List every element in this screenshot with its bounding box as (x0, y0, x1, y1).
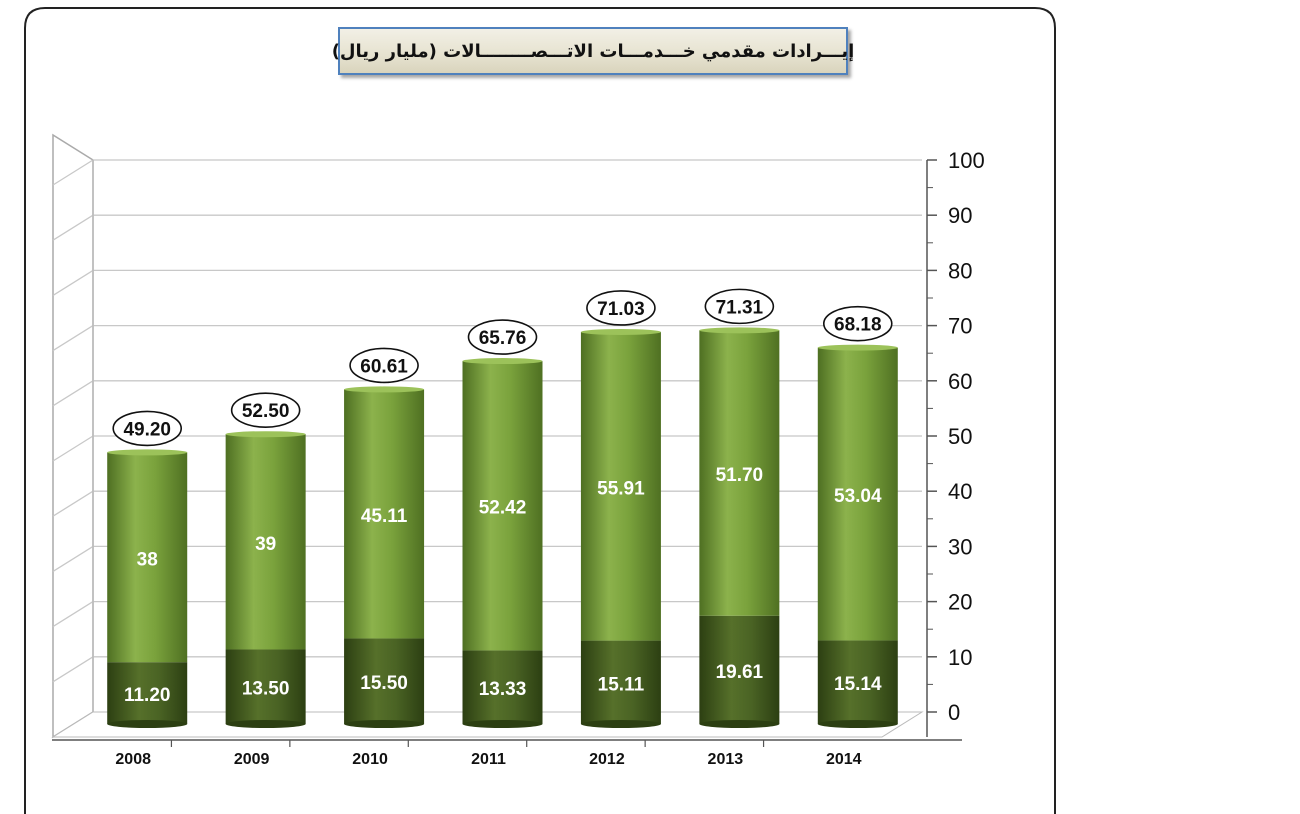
bar-cap (107, 449, 188, 456)
total-label-oval (586, 290, 656, 326)
gridline-side (52, 490, 94, 517)
bar-cap (580, 328, 661, 335)
total-label: 68.18 (834, 315, 882, 336)
bar-cap (817, 344, 898, 351)
total-label-oval (822, 305, 893, 342)
x-tick-label: 2010 (352, 751, 388, 768)
bar-label-bottom: 15.11 (598, 674, 645, 695)
y-tick-label: 30 (948, 534, 972, 559)
bar-label-top: 45.11 (361, 506, 408, 527)
bar-segment-bottom (225, 649, 306, 724)
bar-segment-bottom (580, 640, 661, 724)
bar-label-bottom: 15.14 (834, 674, 882, 695)
total-label: 65.76 (479, 328, 527, 349)
bar-label-bottom: 11.20 (124, 685, 171, 706)
bar-base (107, 720, 188, 728)
bar-label-top: 53.04 (834, 486, 882, 507)
x-tick-label: 2011 (471, 751, 506, 768)
y-tick-label: 0 (948, 700, 960, 725)
chart-title: إيـــرادات مقدمي خـــدمـــات الاتـــصـــ… (331, 40, 855, 62)
bar-base (462, 720, 543, 728)
x-tick-label: 2009 (234, 751, 270, 768)
bar-label-bottom: 19.61 (716, 662, 764, 683)
bar-segment-bottom (344, 638, 425, 724)
x-tick-label: 2013 (708, 751, 744, 768)
bar-label-top: 55.91 (597, 478, 645, 499)
y-tick-label: 40 (948, 479, 972, 504)
gridline-side (52, 159, 94, 186)
x-tick-label: 2012 (589, 751, 625, 768)
bar-segment-top (462, 361, 543, 651)
bar-segment-top (107, 452, 188, 663)
bar-cap (462, 358, 543, 365)
outer-frame (24, 7, 1056, 814)
bar-segment-bottom (107, 662, 188, 724)
bar-cap (344, 386, 425, 393)
total-label-oval (349, 347, 419, 384)
gridline-side (52, 545, 94, 572)
chart-title-box: إيـــرادات مقدمي خـــدمـــات الاتـــصـــ… (332, 27, 854, 75)
total-label: 71.31 (716, 297, 764, 318)
gridline-side (52, 325, 94, 352)
y-tick-label: 50 (948, 424, 972, 449)
y-tick-label: 70 (948, 314, 972, 339)
bar-cap (225, 431, 306, 438)
bar-segment-bottom (699, 615, 780, 724)
total-label: 49.20 (123, 419, 171, 440)
bar-label-top: 39 (255, 534, 276, 555)
bar-segment-top (225, 434, 306, 650)
total-label: 60.61 (360, 356, 408, 377)
bar-cap (699, 327, 780, 334)
bar-label-top: 51.70 (716, 465, 764, 486)
y-tick-label: 90 (948, 203, 972, 228)
bar-base (225, 720, 306, 728)
bar-base (344, 720, 425, 728)
bar-label-top: 52.42 (479, 498, 527, 519)
total-label-oval (467, 319, 538, 355)
bar-label-bottom: 13.50 (242, 679, 290, 700)
y-tick-label: 20 (948, 590, 972, 615)
bar-label-bottom: 13.33 (479, 679, 527, 700)
total-label-oval (230, 392, 301, 429)
bar-segment-top (699, 330, 780, 616)
total-label: 71.03 (597, 299, 645, 320)
bar-segment-top (344, 389, 425, 639)
y-tick-label: 60 (948, 369, 972, 394)
y-tick-label: 100 (948, 148, 985, 173)
bar-label-bottom: 15.50 (360, 673, 408, 694)
gridline-side (52, 656, 94, 683)
gridline-side (52, 269, 94, 296)
y-tick-label: 80 (948, 258, 972, 283)
gridline-side (52, 214, 94, 241)
bar-segment-bottom (817, 640, 898, 724)
gridline-side (52, 601, 94, 628)
bar-base (699, 720, 780, 728)
x-tick-label: 2014 (826, 751, 862, 768)
total-label: 52.50 (242, 401, 290, 422)
bar-segment-bottom (462, 650, 543, 724)
gridline-side (52, 380, 94, 407)
labels-group: 0 10 20 30 40 50 60 70 80 90 100 11.20 38 49.20 2008 13… (112, 148, 985, 768)
left-wall (52, 133, 94, 739)
gridline-side (52, 435, 94, 462)
y-tick-label: 10 (948, 645, 972, 670)
total-label-oval (704, 288, 775, 325)
bar-base (817, 720, 898, 728)
total-label-oval (112, 410, 183, 447)
bar-segment-top (580, 331, 661, 641)
bar-label-top: 38 (137, 549, 158, 570)
bars-group (107, 327, 898, 728)
x-tick-label: 2008 (115, 751, 151, 768)
bar-segment-top (817, 347, 898, 641)
bar-base (580, 720, 661, 728)
